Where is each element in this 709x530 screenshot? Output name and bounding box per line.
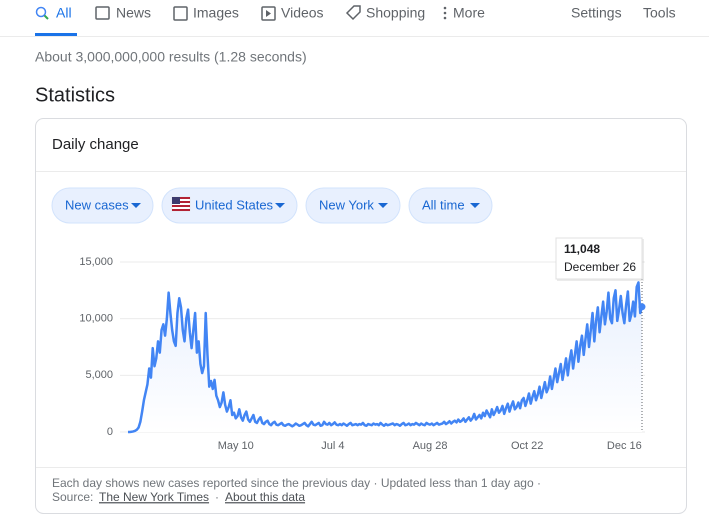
flag-stripe (172, 209, 190, 211)
x-tick-label: May 10 (218, 440, 254, 452)
filter-chip[interactable] (161, 187, 298, 224)
nav-tab[interactable]: Videos (281, 5, 324, 21)
active-tab-underline (35, 33, 77, 36)
tooltip-value: 11,048 (564, 242, 600, 256)
y-tick-label: 0 (107, 426, 113, 438)
more-icon (443, 6, 447, 10)
us-flag (171, 196, 191, 212)
section-title: Statistics (35, 84, 115, 106)
filter-label[interactable]: New cases (65, 197, 129, 212)
tooltip-dot (638, 303, 646, 311)
y-tick-label: 10,000 (79, 313, 113, 325)
nav-icons (35, 5, 447, 21)
flag-stripe (172, 201, 190, 203)
chip-caret (131, 203, 141, 208)
videos-icon (266, 10, 271, 17)
filter-chip[interactable] (51, 187, 154, 224)
nav-tab[interactable]: All (56, 5, 72, 21)
filter-chip[interactable] (305, 187, 401, 224)
nav-tool[interactable]: Tools (643, 5, 676, 21)
filter-chip[interactable] (408, 187, 493, 224)
nav-tool[interactable]: Settings (571, 5, 622, 21)
x-tick-label: Oct 22 (511, 440, 543, 452)
filter-label[interactable]: New York (319, 197, 374, 212)
x-tick-label: Aug 28 (413, 440, 448, 452)
x-tick-label: Dec 16 (607, 440, 642, 452)
search-icon (35, 6, 47, 18)
flag-stripe (172, 205, 190, 207)
source-label: Source: (52, 490, 93, 504)
line (128, 281, 644, 434)
images-icon (173, 6, 188, 21)
search-icon (43, 14, 49, 20)
flag-stripe (172, 197, 190, 199)
footer-separator: · (215, 490, 219, 504)
y-tick-label: 5,000 (85, 369, 113, 381)
flag-canton (172, 197, 180, 204)
card-title: Daily change (52, 136, 139, 153)
nav-tab[interactable]: Shopping (366, 5, 425, 21)
chip-caret (470, 203, 480, 208)
chip-caret (275, 203, 285, 208)
nav-tab[interactable]: News (116, 5, 151, 21)
x-tick-label: Jul 4 (321, 440, 344, 452)
tooltip-date: December 26 (564, 260, 636, 274)
filter-label[interactable]: United States (195, 197, 274, 212)
news-icon (95, 6, 110, 20)
tooltip (555, 237, 643, 280)
results-stats: About 3,000,000,000 results (1.28 second… (35, 49, 307, 65)
nav-tab[interactable]: More (453, 5, 485, 21)
card (35, 118, 687, 514)
filter-label[interactable]: All time (422, 197, 465, 212)
footer-note: Each day shows new cases reported since … (52, 476, 541, 490)
shopping-icon (345, 5, 361, 21)
area (128, 282, 642, 432)
more-icon (443, 11, 447, 15)
y-tick-label: 15,000 (79, 256, 113, 268)
videos-icon (261, 6, 276, 21)
source-link[interactable]: The New York Times (99, 490, 209, 504)
more-icon (443, 16, 447, 20)
about-link[interactable]: About this data (225, 490, 305, 504)
nav-tab[interactable]: Images (193, 5, 239, 21)
chip-caret (378, 203, 388, 208)
